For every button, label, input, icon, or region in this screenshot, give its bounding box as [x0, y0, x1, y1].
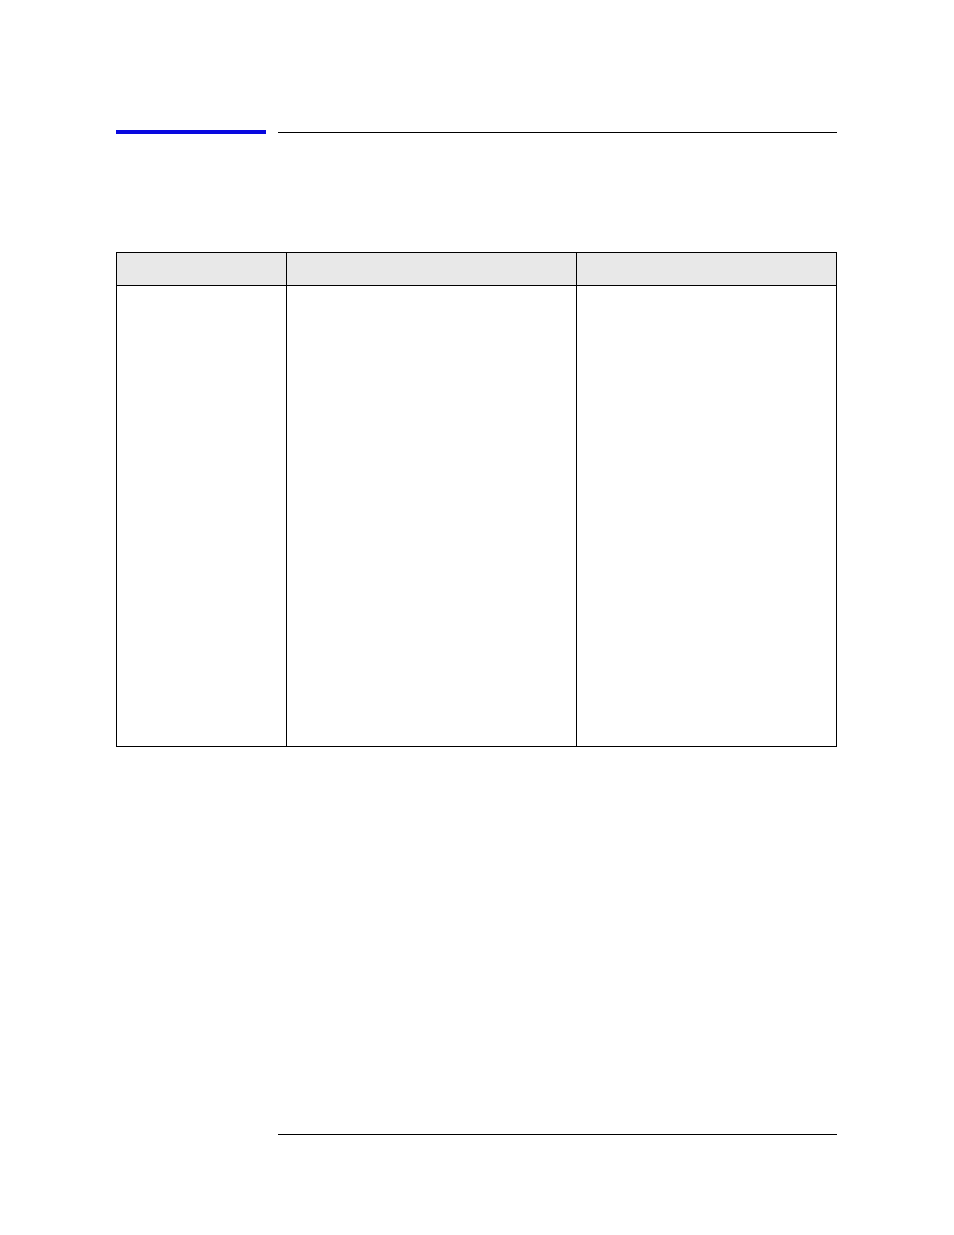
table-header-cell: [117, 253, 287, 285]
table-cell: [117, 286, 287, 746]
table-cell: [577, 286, 836, 746]
table-header-row: [117, 253, 836, 286]
table-row: [117, 286, 836, 746]
data-table: [116, 252, 837, 747]
accent-rule: [116, 130, 266, 134]
page: [0, 0, 954, 1235]
table-header-cell: [577, 253, 836, 285]
table-cell: [287, 286, 577, 746]
bottom-rule: [278, 1134, 837, 1135]
table-header-cell: [287, 253, 577, 285]
top-rule: [278, 132, 837, 133]
